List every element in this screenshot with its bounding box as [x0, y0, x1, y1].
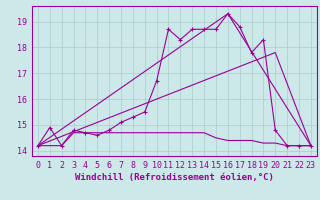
X-axis label: Windchill (Refroidissement éolien,°C): Windchill (Refroidissement éolien,°C): [75, 173, 274, 182]
